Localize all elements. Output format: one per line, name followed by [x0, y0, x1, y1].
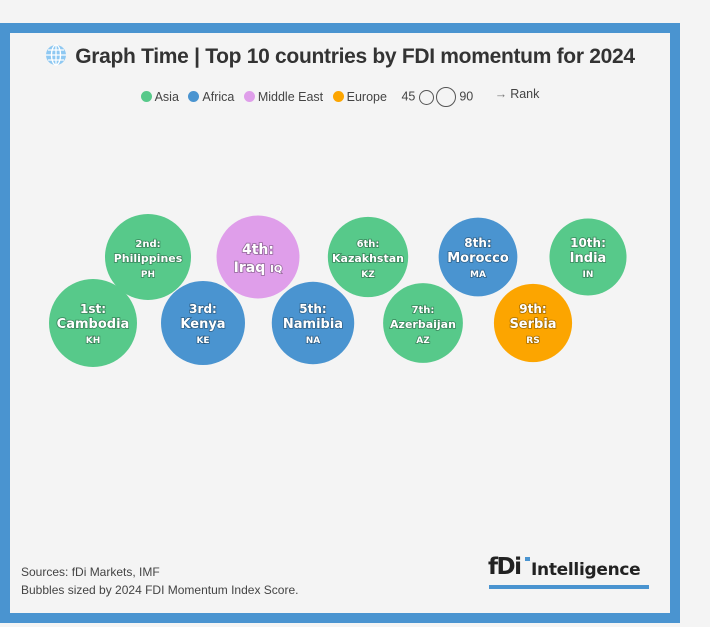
- bubble-cambodia[interactable]: 1st:Cambodia KH: [49, 279, 137, 367]
- bubble-country-label: Namibia: [283, 317, 343, 332]
- bubble-country-label: Serbia: [509, 317, 556, 332]
- bubble-country-label: Philippines: [114, 252, 183, 265]
- legend-dot: [188, 91, 200, 102]
- bubble-circle[interactable]: [549, 218, 627, 296]
- bubble-country-code: IN: [583, 270, 594, 280]
- bubble-circle[interactable]: [493, 283, 573, 363]
- bubble-country-code: KH: [86, 336, 101, 346]
- size-legend: 45 90: [401, 87, 473, 107]
- bubble-serbia[interactable]: 9th:Serbia RS: [493, 283, 573, 363]
- bubble-country-code: IQ: [270, 264, 282, 275]
- legend-label: Middle East: [257, 90, 324, 104]
- bubble-rank-label: 7th:: [412, 305, 435, 316]
- bubble-country-code: RS: [526, 336, 539, 346]
- globe-icon: [45, 44, 67, 72]
- legend-dot: [332, 91, 344, 102]
- bubble-rank-label: 8th:: [464, 236, 491, 250]
- legend-dot: [140, 91, 152, 102]
- legend-item-middle-east[interactable]: Middle East: [243, 90, 324, 104]
- bubble-country-code: PH: [141, 270, 155, 280]
- rank-legend: → Rank: [483, 87, 540, 101]
- legend-item-africa[interactable]: Africa: [188, 90, 234, 104]
- bubble-country-code: KE: [196, 336, 209, 346]
- bubble-rank-label: 4th:: [242, 242, 274, 258]
- chart-frame: Graph Time | Top 10 countries by FDI mom…: [0, 23, 680, 623]
- arrow-right-icon: →: [494, 87, 508, 102]
- legend-label: Africa: [202, 90, 235, 104]
- bubble-country-label: Kazakhstan: [332, 252, 404, 265]
- bubble-kenya[interactable]: 3rd:Kenya KE: [161, 281, 245, 365]
- bubble-country-label: Cambodia: [57, 317, 130, 332]
- logo-mark: fDi: [488, 554, 522, 580]
- legend-label: Asia: [154, 90, 179, 104]
- bubble-country-label: Morocco: [447, 251, 509, 266]
- bubble-circle[interactable]: [383, 283, 463, 363]
- bubble-circle[interactable]: [161, 281, 245, 365]
- bubble-country-code: NA: [306, 336, 321, 346]
- chart-title: Graph Time | Top 10 countries by FDI mom…: [10, 44, 670, 72]
- legend-label: Europe: [346, 90, 387, 104]
- bubble-rank-label: 1st:: [80, 302, 106, 316]
- bubble-rank-label: 6th:: [357, 239, 380, 250]
- size-legend-max: 90: [459, 89, 474, 104]
- size-legend-small-circle: [418, 89, 434, 105]
- bubble-country-label: India: [570, 251, 607, 266]
- bubble-india[interactable]: 10th:India IN: [549, 218, 627, 296]
- bubble-rank-label: 2nd:: [135, 239, 160, 250]
- bubble-namibia[interactable]: 5th:Namibia NA: [271, 281, 355, 365]
- bubble-circle[interactable]: [49, 279, 137, 367]
- rank-legend-label: Rank: [510, 87, 540, 102]
- logo-text: Intelligence: [531, 560, 641, 580]
- bubble-country-code: AZ: [416, 336, 430, 346]
- bubble-country-label: Azerbaijan: [390, 318, 456, 331]
- logo-accent: [525, 557, 530, 561]
- size-legend-large-circle: [435, 87, 456, 107]
- bubble-country-label: Iraq IQ: [234, 260, 283, 276]
- bubble-country-code: KZ: [361, 270, 375, 280]
- bubble-morocco[interactable]: 8th:Morocco MA: [438, 217, 518, 297]
- bubble-philippines[interactable]: 2nd: Philippines PH: [104, 213, 192, 301]
- bubble-azerbaijan[interactable]: 7th: Azerbaijan AZ: [383, 283, 463, 363]
- bubble-circle[interactable]: [271, 281, 355, 365]
- chart-title-text: Graph Time | Top 10 countries by FDI mom…: [75, 45, 635, 68]
- bubble-rank-label: 3rd:: [189, 302, 217, 316]
- chart-panel: Graph Time | Top 10 countries by FDI mom…: [10, 33, 670, 613]
- bubble-country-label: Kenya: [180, 317, 225, 332]
- legend-item-asia[interactable]: Asia: [140, 90, 179, 104]
- bubble-circle[interactable]: [216, 215, 300, 299]
- legend-item-europe[interactable]: Europe: [332, 90, 387, 104]
- fdi-intelligence-logo: fDi Intelligence: [488, 554, 650, 589]
- bubble-circle[interactable]: [104, 213, 192, 301]
- logo-underline: [489, 585, 649, 589]
- bubble-country-code: MA: [470, 270, 486, 280]
- footer: Sources: fDi Markets, IMF Bubbles sized …: [21, 563, 298, 599]
- bubble-plot: 1st:Cambodia KH 2nd: Philippines PH 3rd:Kenya…: [49, 213, 627, 367]
- legend: Asia Africa Middle East Europe 45 90 → Ra…: [10, 87, 670, 107]
- bubble-rank-label: 5th:: [299, 302, 326, 316]
- bubble-circle[interactable]: [327, 216, 409, 298]
- bubble-kazakhstan[interactable]: 6th: Kazakhstan KZ: [327, 216, 409, 298]
- bubble-rank-label: 9th:: [519, 302, 546, 316]
- bubble-rank-label: 10th:: [570, 236, 606, 250]
- sources-note: Sources: fDi Markets, IMF: [21, 565, 160, 579]
- bubble-iraq[interactable]: 4th: Iraq IQ: [216, 215, 300, 299]
- size-legend-min: 45: [401, 89, 416, 104]
- bubble-circle[interactable]: [438, 217, 518, 297]
- sizing-note: Bubbles sized by 2024 FDI Momentum Index…: [21, 583, 299, 597]
- legend-dot: [243, 91, 255, 102]
